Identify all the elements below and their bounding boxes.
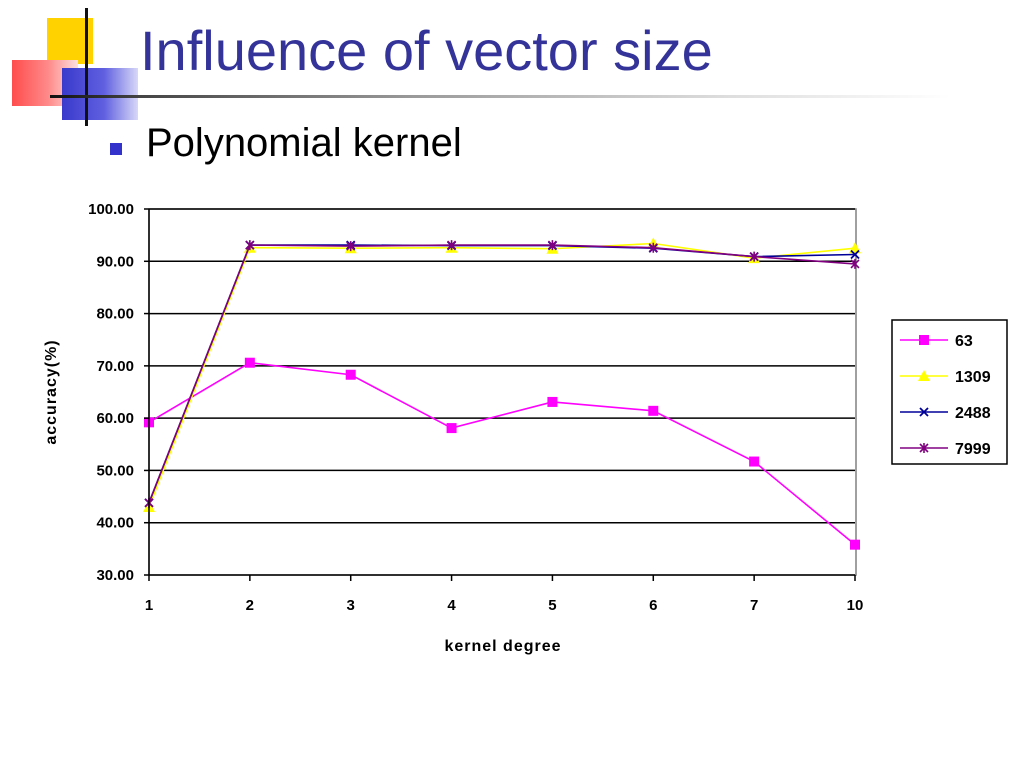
marker-star <box>447 240 457 251</box>
marker-square <box>446 423 457 434</box>
marker-square <box>345 369 356 380</box>
marker-star <box>749 251 759 262</box>
y-tick-label: 70.00 <box>96 358 134 375</box>
marker-triangle <box>918 370 930 381</box>
y-tick-label: 30.00 <box>96 567 134 584</box>
legend-label: 2488 <box>955 405 991 422</box>
x-tick-label: 1 <box>145 597 153 614</box>
marker-star <box>919 443 929 453</box>
marker-square <box>919 335 929 345</box>
x-tick-label: 5 <box>548 597 556 614</box>
x-tick-label: 2 <box>246 597 254 614</box>
legend-label: 63 <box>955 333 973 350</box>
x-tick-label: 4 <box>447 597 456 614</box>
marker-square <box>850 539 860 550</box>
bullet-square-icon <box>110 143 122 155</box>
slide-title: Influence of vector size <box>140 19 713 82</box>
series-lines <box>143 237 861 550</box>
marker-star <box>245 240 255 251</box>
y-axis-title: accuracy(%) <box>43 339 60 444</box>
marker-star <box>346 241 356 252</box>
marker-square <box>244 357 255 368</box>
axes: 100.00 90.00 80.00 70.00 60.00 50.00 40.00 30.0… <box>43 201 863 655</box>
x-tick-label: 3 <box>347 597 355 614</box>
x-tick-label: 10 <box>847 597 864 614</box>
y-tick-label: 100.00 <box>88 201 134 218</box>
marker-square <box>749 456 760 467</box>
marker-star <box>850 258 860 269</box>
marker-square <box>648 405 659 416</box>
legend-item: 2488 <box>900 405 991 422</box>
y-tick-label: 40.00 <box>96 515 134 532</box>
plot-area <box>148 208 857 576</box>
marker-star <box>648 242 658 253</box>
grid-lines <box>149 208 855 524</box>
legend-box <box>891 319 1008 465</box>
decor-blue-square <box>62 68 138 120</box>
decor-horizontal-line <box>50 95 950 98</box>
series-7999 <box>144 240 860 508</box>
x-tick-label: 6 <box>649 597 657 614</box>
legend-label: 7999 <box>955 441 991 458</box>
bullet-text: Polynomial kernel <box>146 121 462 165</box>
y-tick-label: 90.00 <box>96 253 134 270</box>
y-tick-label: 80.00 <box>96 306 134 323</box>
marker-square <box>547 396 558 407</box>
legend-item: 7999 <box>900 441 991 458</box>
legend-item: 1309 <box>900 369 991 386</box>
legend-item: 63 <box>900 333 973 350</box>
x-axis-title: kernel degree <box>444 638 561 655</box>
y-tick-label: 50.00 <box>96 462 134 479</box>
legend-label: 1309 <box>955 369 991 386</box>
series-line <box>148 361 856 546</box>
x-tick-label: 7 <box>750 597 758 614</box>
y-tick-label: 60.00 <box>96 410 134 427</box>
series-line <box>148 244 856 504</box>
marker-star <box>547 240 557 251</box>
decor-vertical-line <box>85 8 88 126</box>
marker-x <box>919 407 929 417</box>
legend: 63 1309 2488 7999 <box>891 319 1008 465</box>
marker-x <box>850 249 860 260</box>
